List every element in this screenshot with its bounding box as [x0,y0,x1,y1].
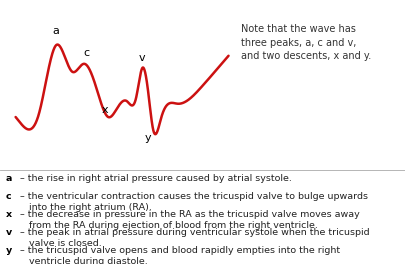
Text: x: x [101,105,108,115]
Text: – the peak in atrial pressure during ventricular systole when the tricuspid
    : – the peak in atrial pressure during ven… [17,228,370,248]
Text: a: a [6,174,13,183]
Text: Note that the wave has
three peaks, a, c and v,
and two descents, x and y.: Note that the wave has three peaks, a, c… [241,24,371,62]
Text: c: c [83,48,89,58]
Text: – the decrease in pressure in the RA as the tricuspid valve moves away
    from : – the decrease in pressure in the RA as … [17,210,360,230]
Text: – the ventricular contraction causes the tricuspid valve to bulge upwards
    in: – the ventricular contraction causes the… [17,192,368,213]
Text: y: y [6,246,12,255]
Text: – the tricuspid valve opens and blood rapidly empties into the right
    ventric: – the tricuspid valve opens and blood ra… [17,246,340,264]
Text: c: c [6,192,12,201]
Text: v: v [139,54,145,63]
Text: a: a [53,26,60,36]
Text: x: x [6,210,12,219]
Text: v: v [6,228,12,237]
Text: y: y [145,133,151,143]
Text: – the rise in right atrial pressure caused by atrial systole.: – the rise in right atrial pressure caus… [17,174,292,183]
